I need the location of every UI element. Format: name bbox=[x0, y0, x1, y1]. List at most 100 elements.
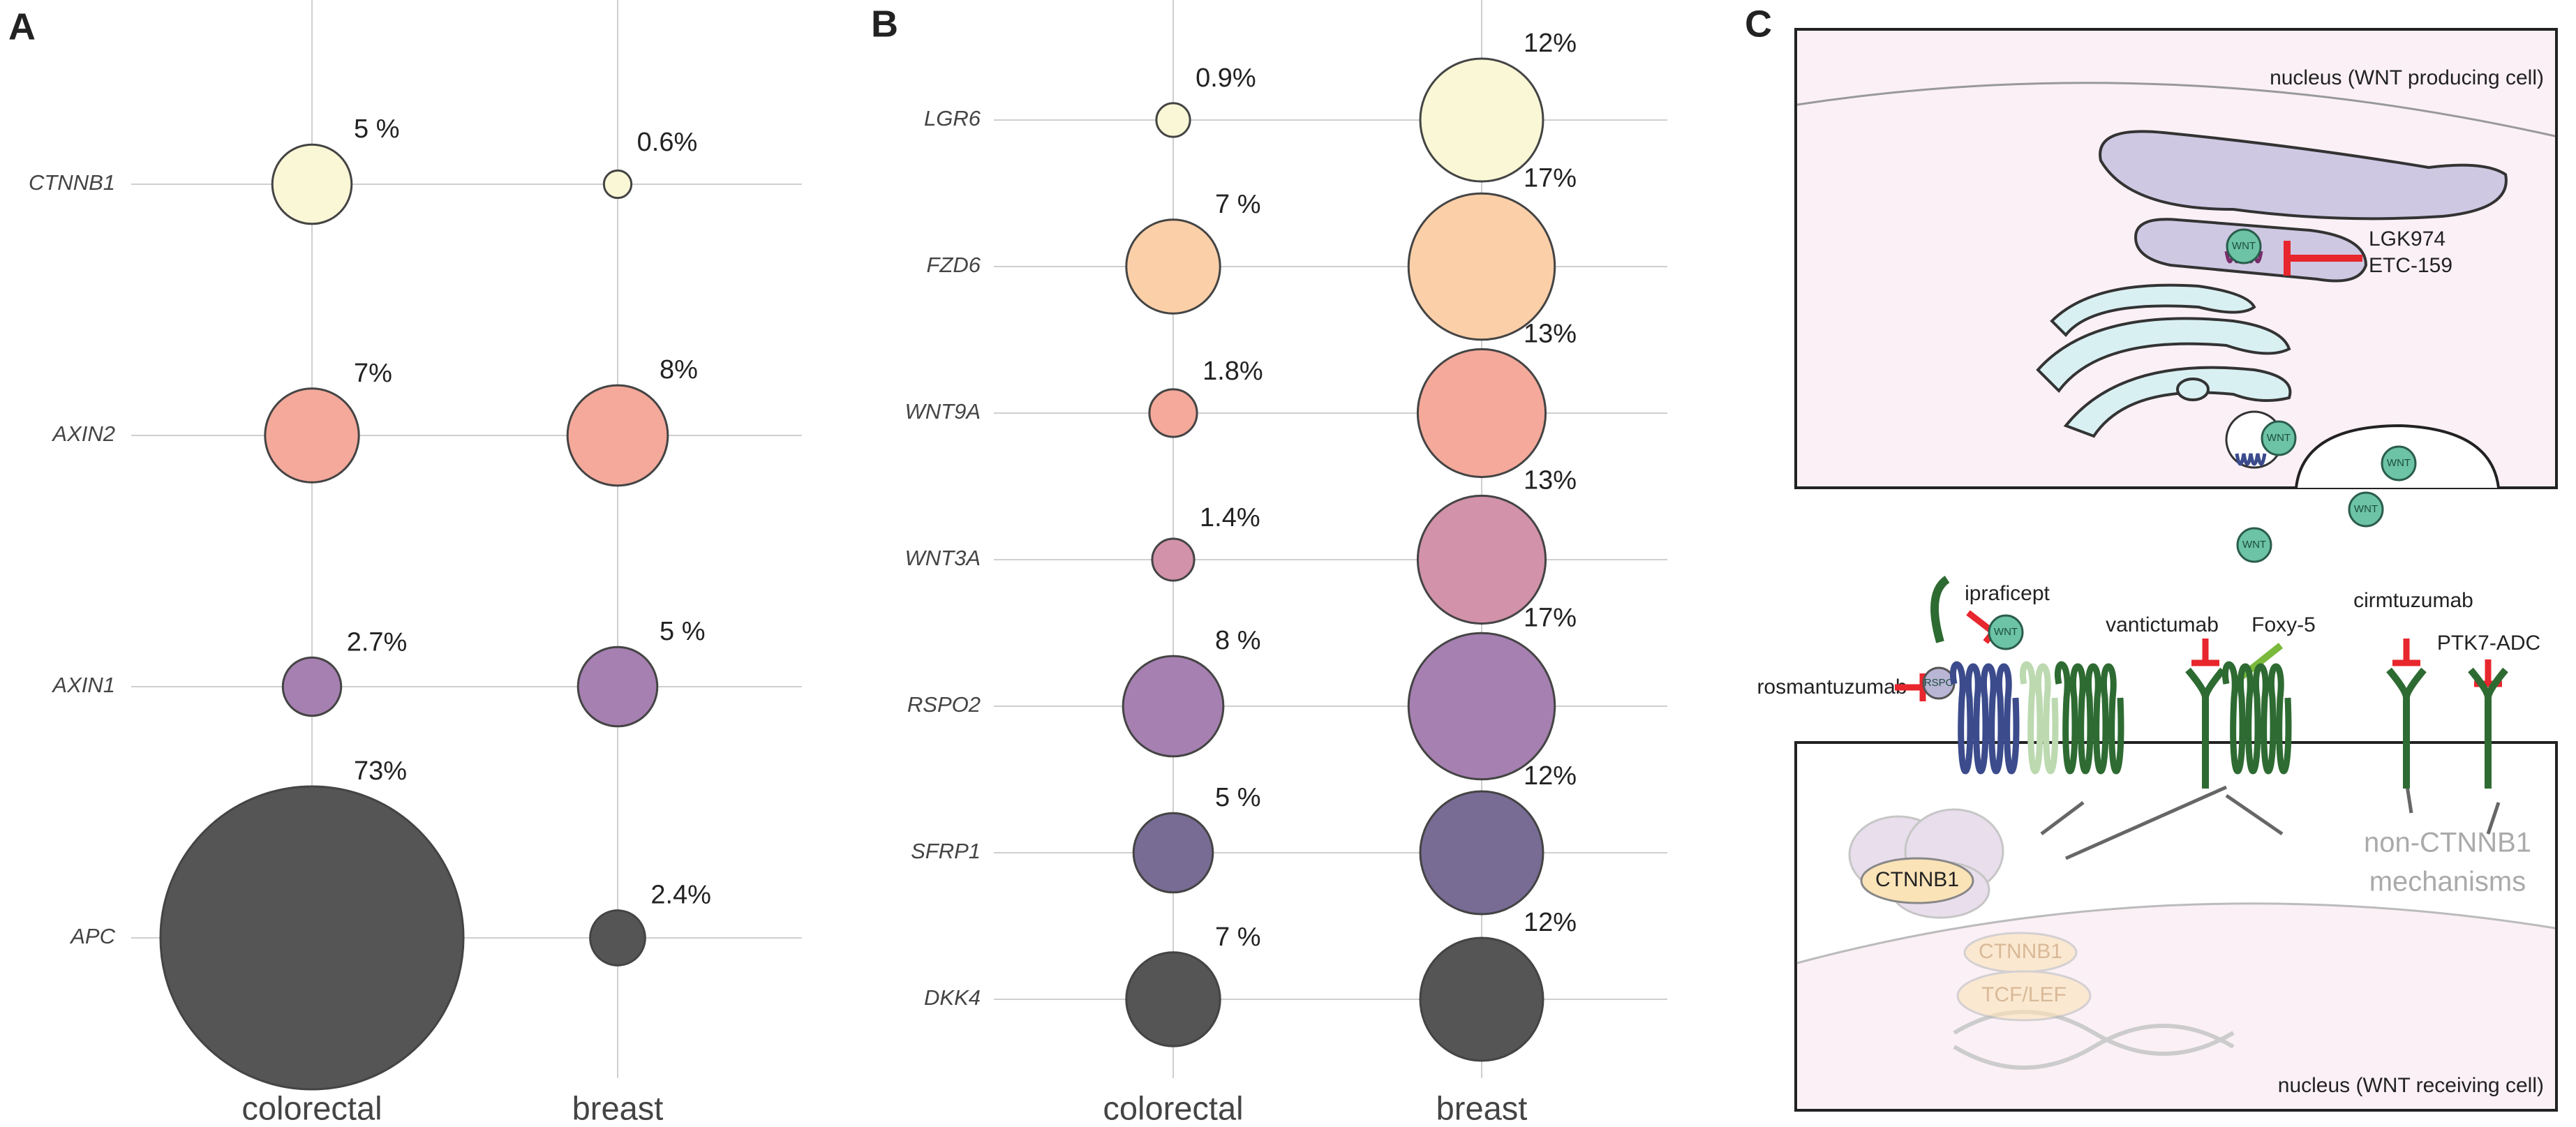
receptor bbox=[2235, 453, 2267, 466]
receptors bbox=[1930, 576, 2508, 789]
bubble bbox=[264, 387, 360, 484]
data-label: 0.6% bbox=[637, 128, 698, 157]
data-label: 2.4% bbox=[650, 881, 711, 910]
mechanism-label: mechanisms bbox=[2369, 867, 2526, 897]
wnt bbox=[2261, 420, 2297, 456]
x-tick-label: colorectal bbox=[1103, 1089, 1243, 1126]
data-label: 1.4% bbox=[1200, 503, 1260, 532]
receptor bbox=[2468, 667, 2508, 789]
wnt bbox=[2226, 228, 2262, 264]
bubble bbox=[566, 384, 669, 487]
er bbox=[2050, 283, 2256, 337]
bubble bbox=[1132, 812, 1214, 894]
panel-letter: A bbox=[8, 6, 36, 47]
diagram: C nucleus (WNT producing cell) LGK974 ET… bbox=[1745, 3, 2558, 1112]
data-label: 17% bbox=[1524, 163, 1577, 193]
data-label: 1.8% bbox=[1203, 357, 1263, 386]
y-tick-label: DKK4 bbox=[924, 985, 981, 1010]
bubble bbox=[1416, 494, 1547, 625]
data-label: 73% bbox=[354, 756, 407, 786]
er bbox=[2176, 378, 2210, 401]
data-label: 2.7% bbox=[347, 627, 408, 657]
data-label: 5 % bbox=[660, 617, 705, 646]
bubble bbox=[1407, 192, 1556, 341]
bubble bbox=[602, 169, 633, 200]
data-label: 0.9% bbox=[1196, 64, 1256, 93]
bubble bbox=[1148, 388, 1198, 438]
rspo-label: RSPO bbox=[1924, 677, 1954, 689]
nucleus-membrane bbox=[1796, 82, 2556, 137]
wnt bbox=[2381, 445, 2417, 482]
wnt-label: WNT bbox=[1994, 626, 2018, 638]
x-tick-label: colorectal bbox=[241, 1089, 382, 1126]
y-tick-label: AXIN2 bbox=[51, 421, 115, 446]
y-tick-label: WNT9A bbox=[905, 399, 981, 424]
ctnnb1 bbox=[1860, 857, 1974, 904]
transcription bbox=[1956, 932, 2092, 1022]
panel-letter: B bbox=[871, 3, 898, 45]
receptor bbox=[1950, 661, 2020, 775]
data-label: 7 % bbox=[1215, 923, 1260, 952]
y-tick-label: FZD6 bbox=[927, 253, 981, 277]
data-label: 5 % bbox=[354, 114, 399, 144]
data-label: 7% bbox=[354, 359, 392, 388]
drug-label: ipraficept bbox=[1965, 582, 2050, 605]
wnt bbox=[2348, 491, 2384, 528]
data-label: 12% bbox=[1524, 29, 1577, 58]
data-label: 7 % bbox=[1215, 190, 1260, 219]
bubble bbox=[281, 656, 343, 717]
er bbox=[2063, 366, 2292, 438]
drug-label: ETC-159 bbox=[2369, 254, 2452, 277]
bubble bbox=[589, 909, 646, 966]
arrows bbox=[2040, 781, 2501, 860]
mechanism-label: non-CTNNB1 bbox=[2364, 828, 2531, 858]
wnt bbox=[1988, 614, 2024, 650]
panel-letter: C bbox=[1745, 3, 1772, 45]
ctnnb1-label: CTNNB1 bbox=[1979, 940, 2062, 963]
data-label: 5 % bbox=[1215, 783, 1260, 812]
golgi bbox=[2099, 130, 2508, 221]
drug-label: cirmtuzumab bbox=[2353, 589, 2473, 612]
y-tick-label: WNT3A bbox=[905, 546, 981, 570]
bubble bbox=[1125, 218, 1221, 315]
drug-label: PTK7-ADC bbox=[2437, 632, 2540, 655]
drug-label: vantictumab bbox=[2106, 613, 2219, 636]
bubble bbox=[1419, 790, 1544, 916]
receptor bbox=[2055, 661, 2124, 775]
receptor bbox=[2185, 667, 2226, 789]
receptor bbox=[2020, 661, 2059, 775]
data-label: 12% bbox=[1524, 761, 1577, 791]
drug-label: LGK974 bbox=[2369, 227, 2445, 251]
wnt-label: WNT bbox=[2387, 457, 2411, 469]
er bbox=[2036, 317, 2291, 394]
bubble bbox=[159, 785, 465, 1091]
wnt-label: WNT bbox=[2242, 539, 2266, 551]
x-tick-label: breast bbox=[572, 1089, 664, 1126]
wnt bbox=[2236, 527, 2272, 563]
bubble bbox=[1122, 655, 1225, 758]
ctnnb1-label: CTNNB1 bbox=[1875, 868, 1959, 891]
y-tick-label: RSPO2 bbox=[907, 692, 981, 717]
data-label: 12% bbox=[1524, 908, 1577, 937]
bubble bbox=[271, 143, 353, 225]
wnt-label: WNT bbox=[2232, 240, 2256, 252]
data-label: 13% bbox=[1524, 319, 1577, 348]
data-label: 8 % bbox=[1215, 626, 1260, 655]
data-label: 8% bbox=[660, 355, 698, 385]
bubble bbox=[576, 645, 659, 728]
drug-label: Foxy-5 bbox=[2251, 613, 2316, 636]
y-tick-label: AXIN1 bbox=[51, 673, 115, 697]
nucleus-label: nucleus (WNT producing cell) bbox=[2270, 66, 2544, 89]
y-tick-label: LGR6 bbox=[924, 106, 981, 130]
receptor bbox=[2222, 661, 2292, 775]
x-tick-label: breast bbox=[1436, 1089, 1528, 1126]
drug-label: rosmantuzumab bbox=[1757, 676, 1907, 699]
data-label: 13% bbox=[1524, 465, 1577, 495]
bubble bbox=[1155, 102, 1191, 138]
y-tick-label: SFRP1 bbox=[911, 839, 981, 863]
wnt-label: WNT bbox=[2267, 432, 2291, 444]
receptor bbox=[2386, 667, 2427, 789]
bubble bbox=[1407, 632, 1556, 781]
